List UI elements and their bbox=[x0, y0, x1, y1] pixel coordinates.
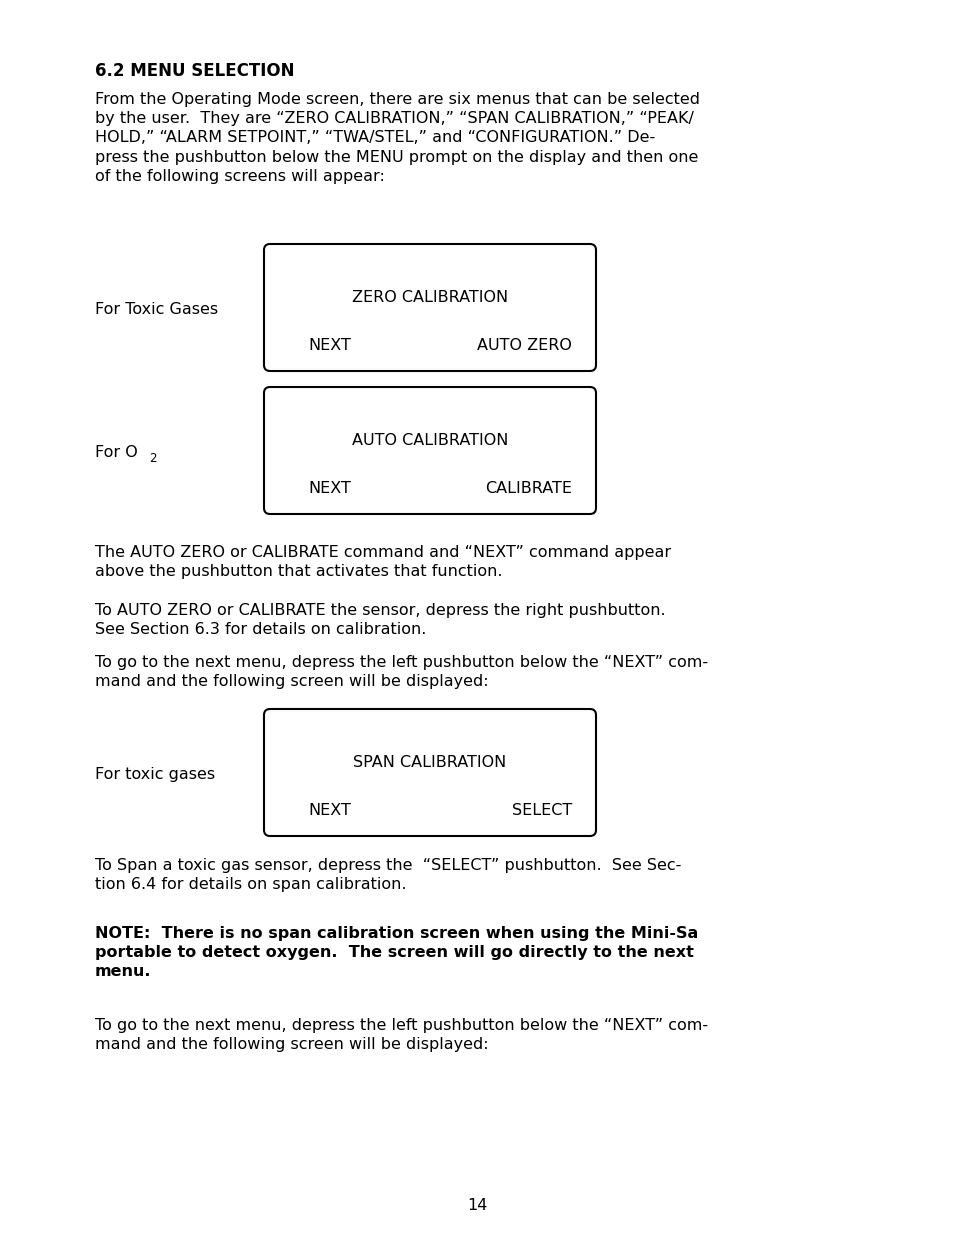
Text: The AUTO ZERO or CALIBRATE command and “NEXT” command appear
above the pushbutto: The AUTO ZERO or CALIBRATE command and “… bbox=[95, 545, 670, 579]
Text: SPAN CALIBRATION: SPAN CALIBRATION bbox=[353, 755, 506, 769]
Text: From the Operating Mode screen, there are six menus that can be selected
by the : From the Operating Mode screen, there ar… bbox=[95, 91, 700, 184]
Text: AUTO CALIBRATION: AUTO CALIBRATION bbox=[352, 433, 508, 448]
Text: AUTO ZERO: AUTO ZERO bbox=[476, 338, 572, 353]
Text: For toxic gases: For toxic gases bbox=[95, 767, 214, 782]
FancyBboxPatch shape bbox=[264, 245, 596, 370]
Text: To go to the next menu, depress the left pushbutton below the “NEXT” com-
mand a: To go to the next menu, depress the left… bbox=[95, 655, 707, 689]
Text: NOTE:  There is no span calibration screen when using the Mini-Sa
portable to de: NOTE: There is no span calibration scree… bbox=[95, 926, 698, 979]
Text: CALIBRATE: CALIBRATE bbox=[484, 480, 572, 496]
Text: NEXT: NEXT bbox=[308, 338, 351, 353]
Text: NEXT: NEXT bbox=[308, 480, 351, 496]
Text: To Span a toxic gas sensor, depress the  “SELECT” pushbutton.  See Sec-
tion 6.4: To Span a toxic gas sensor, depress the … bbox=[95, 858, 680, 892]
FancyBboxPatch shape bbox=[264, 709, 596, 836]
Text: To go to the next menu, depress the left pushbutton below the “NEXT” com-
mand a: To go to the next menu, depress the left… bbox=[95, 1018, 707, 1052]
Text: For Toxic Gases: For Toxic Gases bbox=[95, 303, 218, 317]
Text: 6.2 MENU SELECTION: 6.2 MENU SELECTION bbox=[95, 62, 294, 80]
Text: 2: 2 bbox=[149, 452, 156, 466]
Text: 14: 14 bbox=[466, 1198, 487, 1213]
Text: To AUTO ZERO or CALIBRATE the sensor, depress the right pushbutton.
See Section : To AUTO ZERO or CALIBRATE the sensor, de… bbox=[95, 603, 665, 637]
Text: NEXT: NEXT bbox=[308, 803, 351, 818]
Text: ZERO CALIBRATION: ZERO CALIBRATION bbox=[352, 290, 508, 305]
Text: SELECT: SELECT bbox=[511, 803, 572, 818]
Text: For O: For O bbox=[95, 445, 137, 459]
FancyBboxPatch shape bbox=[264, 387, 596, 514]
